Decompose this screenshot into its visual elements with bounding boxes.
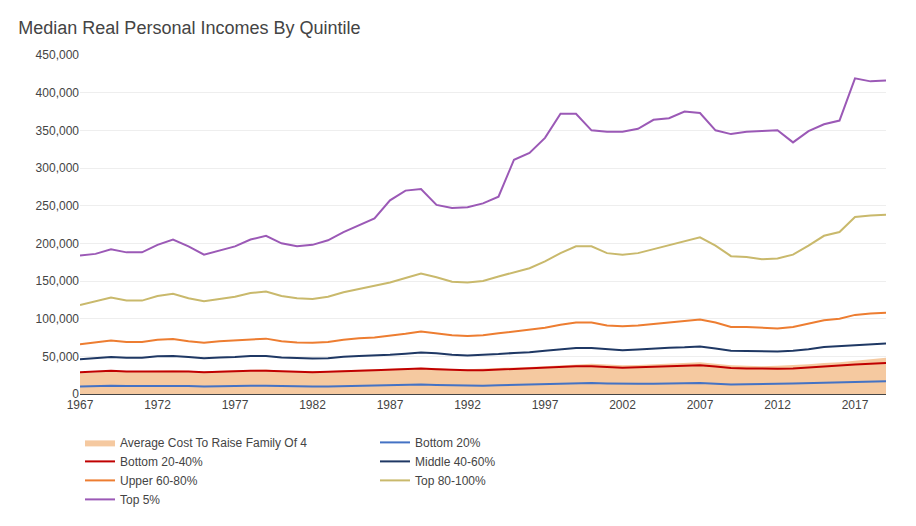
svg-text:0: 0 (72, 387, 79, 401)
svg-text:Top 80-100%: Top 80-100% (415, 474, 486, 488)
svg-text:1997: 1997 (532, 398, 559, 412)
svg-text:Top 5%: Top 5% (120, 493, 160, 507)
svg-text:450,000: 450,000 (36, 48, 80, 62)
svg-text:2017: 2017 (842, 398, 869, 412)
svg-text:1972: 1972 (144, 398, 171, 412)
svg-text:300,000: 300,000 (36, 161, 80, 175)
svg-text:2012: 2012 (764, 398, 791, 412)
svg-text:1992: 1992 (454, 398, 481, 412)
svg-text:100,000: 100,000 (36, 312, 80, 326)
svg-text:2002: 2002 (609, 398, 636, 412)
svg-text:Upper 60-80%: Upper 60-80% (120, 474, 198, 488)
svg-text:1967: 1967 (67, 398, 94, 412)
svg-text:Bottom 20%: Bottom 20% (415, 436, 481, 450)
svg-text:2007: 2007 (687, 398, 714, 412)
svg-text:250,000: 250,000 (36, 199, 80, 213)
svg-text:Median Real Personal Incomes B: Median Real Personal Incomes By Quintile (18, 18, 360, 38)
svg-text:400,000: 400,000 (36, 86, 80, 100)
svg-text:150,000: 150,000 (36, 274, 80, 288)
svg-text:Average Cost To Raise Family O: Average Cost To Raise Family Of 4 (120, 436, 307, 450)
svg-text:200,000: 200,000 (36, 237, 80, 251)
svg-text:Middle 40-60%: Middle 40-60% (415, 455, 495, 469)
svg-text:1982: 1982 (299, 398, 326, 412)
svg-text:350,000: 350,000 (36, 124, 80, 138)
svg-text:Bottom 20-40%: Bottom 20-40% (120, 455, 203, 469)
svg-text:1987: 1987 (377, 398, 404, 412)
svg-text:50,000: 50,000 (42, 350, 79, 364)
svg-text:1977: 1977 (222, 398, 249, 412)
